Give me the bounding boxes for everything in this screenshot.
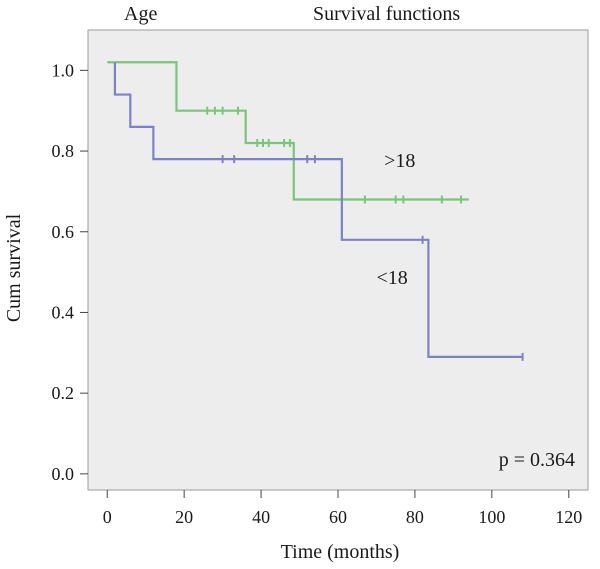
y-axis-label: Cum survival xyxy=(3,213,25,322)
p-value-annotation: p = 0.364 xyxy=(499,449,575,471)
panel-label: Age xyxy=(124,3,157,25)
series-line-1 xyxy=(107,61,469,201)
x-tick-label: 40 xyxy=(252,507,270,527)
y-axis: 0.0 0.2 0.4 0.6 0.8 1.0 xyxy=(52,60,88,484)
x-tick-label: 120 xyxy=(555,507,582,527)
plot-area xyxy=(87,29,589,491)
x-tick-label: 100 xyxy=(478,507,505,527)
y-tick-label: 0.6 xyxy=(52,222,75,242)
chart-title: Survival functions xyxy=(313,3,460,25)
y-tick-label: 0.8 xyxy=(52,141,75,161)
series-layer: >18 <18 xyxy=(107,61,524,361)
x-tick-label: 80 xyxy=(406,507,424,527)
series-label-2: <18 xyxy=(376,267,407,289)
y-tick-label: 1.0 xyxy=(52,60,75,80)
x-tick-label: 0 xyxy=(103,507,112,527)
y-tick-label: 0.2 xyxy=(52,383,75,403)
x-axis: 0 20 40 60 80 100 120 xyxy=(103,490,582,527)
series-label-1: >18 xyxy=(384,150,415,172)
x-tick-label: 20 xyxy=(175,507,193,527)
y-tick-label: 0.4 xyxy=(52,302,75,322)
x-tick-label: 60 xyxy=(329,507,347,527)
series-line-2 xyxy=(113,62,523,358)
y-tick-label: 0.0 xyxy=(52,464,75,484)
x-axis-label: Time (months) xyxy=(281,541,400,563)
